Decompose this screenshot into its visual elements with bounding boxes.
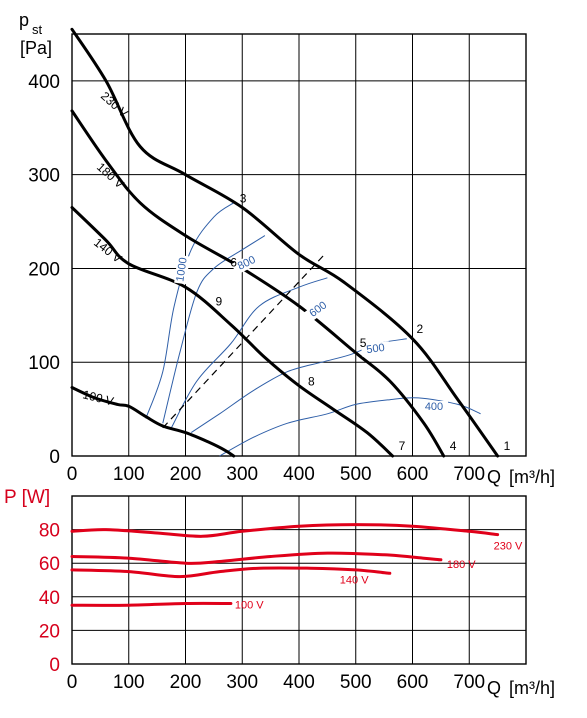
- power-y-tick-label: 40: [39, 588, 60, 609]
- operating-point-label: 9: [216, 294, 223, 308]
- power-frame: [71, 495, 527, 665]
- power-y-tick-label: 60: [39, 554, 60, 575]
- pressure-curve: [70, 206, 395, 458]
- pressure-x-tick-label: 0: [67, 464, 78, 485]
- iso-line-label: 1000: [174, 257, 189, 283]
- power-chart-curves: [70, 523, 500, 607]
- top-x-axis-unit: [m³/h]: [509, 467, 555, 487]
- pressure-chart-curves: [70, 27, 500, 458]
- power-x-tick-label: 400: [283, 672, 315, 693]
- pressure-curve: [70, 386, 236, 458]
- pressure-x-tick-label: 700: [453, 464, 485, 485]
- power-curve-label: 180 V: [447, 559, 476, 571]
- pressure-curve-label: 230 V: [98, 89, 131, 120]
- operating-point-label: 7: [399, 439, 406, 453]
- pressure-curve: [70, 109, 446, 458]
- power-curve-label: 100 V: [235, 600, 264, 612]
- power-y-tick-label: 80: [39, 521, 60, 542]
- pressure-y-tick-label: 200: [28, 259, 60, 280]
- power-curve: [70, 523, 500, 538]
- pressure-x-tick-label: 500: [340, 464, 372, 485]
- pressure-x-tick-label: 300: [226, 464, 258, 485]
- power-curve: [70, 601, 233, 607]
- pressure-x-tick-label: 400: [283, 464, 315, 485]
- power-curve: [70, 566, 392, 579]
- top-x-axis-q: Q: [487, 467, 501, 487]
- iso-line-label: 400: [425, 401, 443, 413]
- dashed-system-line: [162, 253, 325, 429]
- operating-point-label: 5: [360, 336, 367, 350]
- pressure-axis-symbol: p: [19, 10, 29, 30]
- power-x-tick-label: 600: [397, 672, 429, 693]
- operating-point-label: 2: [417, 322, 424, 336]
- pressure-curve: [70, 27, 500, 458]
- power-curve-label: 140 V: [340, 574, 369, 586]
- power-axis-label: P [W]: [4, 487, 50, 508]
- pressure-curve-label: 100 V: [81, 387, 115, 408]
- operating-point-label: 6: [230, 255, 237, 269]
- bottom-x-axis-q: Q: [487, 678, 501, 698]
- power-curve: [70, 551, 443, 565]
- pressure-frame: [71, 33, 527, 457]
- power-x-tick-label: 700: [453, 672, 485, 693]
- power-x-tick-label: 100: [113, 672, 145, 693]
- power-y-tick-label: 20: [39, 621, 60, 642]
- pressure-axis-subscript: st: [32, 22, 43, 37]
- pressure-y-tick-label: 400: [28, 72, 60, 93]
- operating-point-label: 3: [240, 192, 247, 206]
- power-y-tick-label: 0: [49, 655, 60, 676]
- bottom-x-axis-unit: [m³/h]: [509, 678, 555, 698]
- operating-point-label: 8: [308, 375, 315, 389]
- iso-label-bg: [231, 251, 262, 275]
- pressure-y-tick-label: 100: [28, 353, 60, 374]
- pressure-axis-unit: [Pa]: [20, 38, 52, 58]
- pressure-chart-grid: 0 100 200 300 400 500 600 700 0 100 200 300 400: [28, 33, 527, 485]
- iso-line-800: [162, 235, 266, 424]
- pressure-y-tick-label: 300: [28, 166, 60, 187]
- iso-label-bg: [360, 341, 391, 357]
- iso-label-bg: [174, 254, 190, 285]
- power-x-tick-label: 500: [340, 672, 372, 693]
- iso-label-bg: [420, 401, 448, 413]
- iso-line-600: [170, 277, 328, 429]
- iso-label-bg: [303, 296, 334, 323]
- power-x-tick-label: 200: [170, 672, 202, 693]
- iso-line-1000: [145, 202, 234, 419]
- pressure-x-tick-label: 100: [113, 464, 145, 485]
- pressure-x-tick-label: 600: [397, 464, 429, 485]
- pressure-curve-label: 140 V: [91, 235, 124, 265]
- power-x-tick-label: 300: [226, 672, 258, 693]
- power-curve-label: 230 V: [494, 541, 523, 553]
- power-chart-grid: 0 100 200 300 400 500 600 700 0 20 40 60 80: [39, 495, 527, 693]
- operating-point-label: 4: [450, 439, 457, 453]
- power-x-tick-label: 0: [67, 672, 78, 693]
- pressure-y-tick-label: 0: [49, 447, 60, 468]
- power-chart-labels: 230 V 180 V 140 V 100 V: [235, 541, 523, 612]
- pressure-x-tick-label: 200: [170, 464, 202, 485]
- operating-point-label: 1: [504, 439, 511, 453]
- iso-line-label: 500: [366, 342, 386, 356]
